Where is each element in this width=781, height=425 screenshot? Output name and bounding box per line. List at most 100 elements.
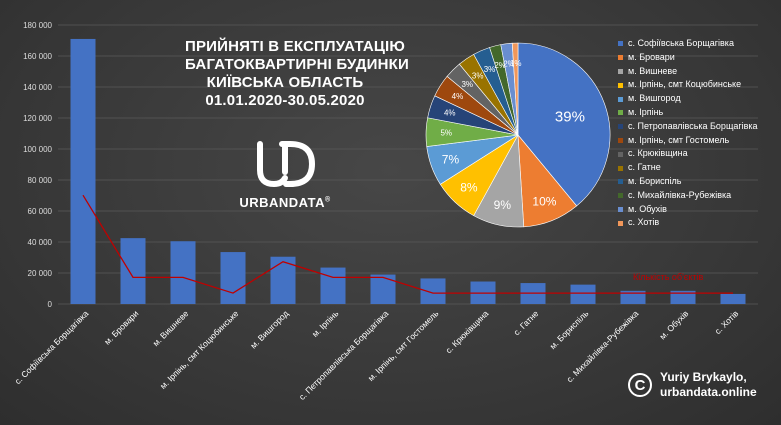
legend-label: м. Бориспіль [628, 175, 682, 186]
pie-value-label: 39% [555, 108, 585, 125]
line-series-label: Кількість об'єктів [633, 272, 704, 282]
legend-label: м. Вишневе [628, 65, 678, 76]
legend-swatch [618, 68, 623, 74]
pie-value-label: 3% [461, 80, 473, 89]
title-line-1: ПРИЙНЯТІ В ЕКСПЛУАТАЦІЮ [185, 38, 406, 55]
y-tick-label: 0 [48, 300, 53, 309]
legend-swatch [618, 193, 623, 199]
series-line [82, 194, 733, 294]
legend-swatch [618, 41, 623, 47]
x-tick-label: м. Вишгород [248, 308, 290, 350]
legend-item: с. Михайлівка-Рубежівка [618, 189, 758, 203]
legend-swatch [618, 151, 623, 157]
legend-swatch [618, 206, 623, 212]
bar [720, 293, 746, 304]
legend-swatch [618, 137, 623, 143]
legend-swatch [618, 110, 623, 116]
bar [370, 274, 396, 304]
legend-item: м. Ірпінь, смт Гостомель [618, 134, 758, 148]
pie-value-label: 7% [442, 152, 460, 166]
y-tick-label: 160 000 [23, 52, 52, 61]
bar [170, 241, 196, 304]
pie-value-label: 4% [444, 108, 456, 117]
pie-value-label: 3% [472, 71, 484, 80]
y-tick-label: 100 000 [23, 145, 52, 154]
legend-swatch [618, 124, 623, 130]
pie-value-label: 1% [510, 59, 522, 68]
credit-site: urbandata.online [660, 385, 757, 399]
legend-swatch [618, 82, 623, 88]
copyright-icon: C [628, 373, 652, 397]
pie-value-label: 8% [460, 180, 478, 194]
legend-label: с. Михайлівка-Рубежівка [628, 189, 732, 200]
legend-swatch [618, 165, 623, 171]
legend-item: с. Петропавлівська Борщагівка [618, 120, 758, 134]
y-tick-label: 40 000 [28, 238, 53, 247]
bar [70, 38, 96, 304]
pie-value-label: 2% [494, 61, 506, 70]
credit-author: Yuriy Brykaylo, [660, 370, 747, 384]
bar [620, 290, 646, 304]
title-line-4: 01.01.2020-30.05.2020 [205, 92, 365, 109]
x-tick-label: с. Хотів [713, 308, 741, 336]
y-tick-label: 140 000 [23, 83, 52, 92]
legend-item: м. Ірпінь [618, 106, 758, 120]
urbandata-logo: URBANDATA® [230, 140, 340, 210]
legend-label: с. Софіївська Борщагівка [628, 38, 734, 48]
legend-item: с. Крюківщина [618, 147, 758, 161]
legend-swatch [618, 96, 623, 102]
logo-text: URBANDATA® [239, 195, 331, 210]
ud-logo-icon [257, 141, 316, 188]
legend-item: м. Вишгород [618, 92, 758, 106]
legend-label: м. Ірпінь, смт Гостомель [628, 134, 730, 145]
bar [420, 278, 446, 304]
x-tick-label: м. Бровари [102, 308, 141, 347]
x-tick-label: с. Гатне [511, 308, 540, 337]
legend-label: м. Бровари [628, 51, 675, 62]
legend-label: м. Обухів [628, 203, 667, 214]
legend-label: м. Ірпінь, смт Коцюбинське [628, 79, 742, 90]
bar [570, 284, 596, 304]
pie-value-label: 2% [503, 59, 515, 68]
x-tick-label: м. Ірпінь [310, 308, 341, 339]
x-tick-label: м. Бориспіль [548, 308, 591, 351]
title-line-3: КИЇВСЬКА ОБЛАСТЬ [206, 74, 364, 91]
legend-item: м. Обухів [618, 203, 758, 217]
legend-label: с. Крюківщина [628, 148, 688, 159]
x-tick-label: с. Петропавлівська Борщагівка [297, 308, 391, 402]
y-tick-label: 120 000 [23, 114, 52, 123]
legend-item: с. Хотів [618, 216, 758, 230]
legend-label: с. Хотів [628, 217, 660, 228]
legend-item: м. Бровари [618, 51, 758, 65]
author-credit: C Yuriy Brykaylo, urbandata.online [628, 370, 757, 400]
bar [320, 267, 346, 304]
pie-slice [517, 42, 611, 207]
y-tick-label: 60 000 [28, 207, 53, 216]
x-tick-label: с. Крюківщина [444, 308, 491, 355]
legend-swatch [618, 220, 623, 226]
title-line-2: БАГАТОКВАРТИРНІ БУДИНКИ [185, 56, 409, 73]
legend-swatch [618, 179, 623, 185]
legend-label: с. Петропавлівська Борщагівка [628, 120, 758, 131]
y-tick-label: 20 000 [28, 269, 53, 278]
chart-title: ПРИЙНЯТІ В ЕКСПЛУАТАЦІЮ БАГАТОКВАРТИРНІ … [185, 38, 409, 110]
pie-value-label: 10% [532, 195, 556, 209]
y-tick-label: 80 000 [28, 176, 53, 185]
pie-legend: с. Софіївська Борщагівка м. Бровари м. Виш… [618, 37, 758, 230]
pie-slice [511, 42, 519, 136]
legend-item: с. Гатне [618, 161, 758, 175]
legend-item: м. Ірпінь, смт Коцюбинське [618, 78, 758, 92]
legend-label: м. Вишгород [628, 93, 681, 104]
legend-item: м. Вишневе [618, 65, 758, 79]
x-tick-label: м. Вишневе [151, 308, 191, 348]
legend-swatch [618, 55, 623, 61]
x-tick-label: м. Обухів [657, 308, 690, 341]
legend-item: м. Бориспіль [618, 175, 758, 189]
legend-label: с. Гатне [628, 162, 661, 173]
bar [670, 290, 696, 304]
pie-value-label: 5% [440, 128, 452, 137]
bar [220, 252, 246, 304]
pie-value-label: 4% [452, 92, 464, 101]
